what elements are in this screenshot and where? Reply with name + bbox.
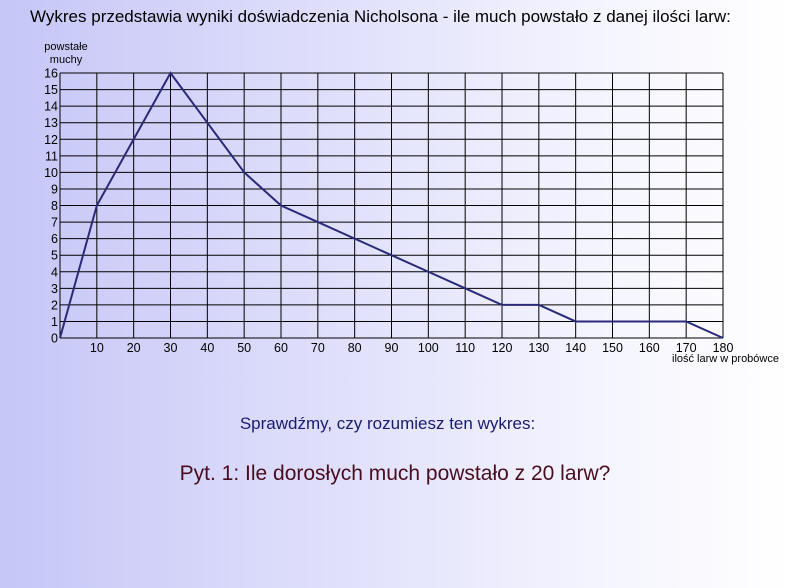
question-text: Pyt. 1: Ile dorosłych much powstało z 20… <box>179 462 611 485</box>
y-tick-label: 3 <box>51 282 58 296</box>
y-tick-label: 15 <box>44 83 58 97</box>
x-tick-label: 130 <box>528 341 549 355</box>
x-tick-label: 180 <box>713 341 734 355</box>
x-tick-label: 140 <box>565 341 586 355</box>
data-series <box>59 71 724 339</box>
x-tick-label: 110 <box>455 341 475 355</box>
x-tick-label: 70 <box>311 341 325 355</box>
x-tick-label: 120 <box>492 341 513 355</box>
y-tick-label: 8 <box>51 199 58 213</box>
x-tick-label: 100 <box>418 341 439 355</box>
x-tick-label: 30 <box>164 341 178 355</box>
y-tick-label: 9 <box>51 182 58 196</box>
y-tick-label: 5 <box>51 249 58 263</box>
x-tick-label: 60 <box>274 341 288 355</box>
y-axis-label: powstałe muchy <box>38 41 94 67</box>
x-tick-label: 170 <box>676 341 697 355</box>
y-tick-label: 0 <box>51 332 58 346</box>
horizontal-gridlines <box>60 72 723 339</box>
series-line <box>59 71 724 339</box>
y-tick-label: 4 <box>51 265 58 279</box>
x-tick-label: 50 <box>237 341 251 355</box>
y-axis-label-line1: powstałe <box>44 41 88 53</box>
y-tick-label: 13 <box>44 116 58 130</box>
y-tick-label: 2 <box>51 298 58 312</box>
y-tick-label: 7 <box>51 216 58 230</box>
x-tick-label: 80 <box>348 341 362 355</box>
y-tick-label: 1 <box>51 315 58 329</box>
x-tick-label: 40 <box>200 341 214 355</box>
x-tick-label: 150 <box>602 341 623 355</box>
x-tick-label: 20 <box>127 341 141 355</box>
y-tick-label: 14 <box>44 100 58 114</box>
y-tick-label: 6 <box>51 232 58 246</box>
y-axis-label-line2: muchy <box>49 54 83 66</box>
x-tick-label: 90 <box>385 341 399 355</box>
x-axis-label: ilość larw w probówce <box>672 353 779 365</box>
quiz-intro-text: Sprawdźmy, czy rozumiesz ten wykres: <box>239 414 536 433</box>
x-tick-label: 10 <box>90 341 104 355</box>
y-tick-label: 12 <box>44 133 58 147</box>
x-tick-labels: 10 20 30 40 50 60 70 80 90 100 110 120 130 140 150 160 1… <box>90 341 734 355</box>
y-tick-label: 16 <box>44 67 58 81</box>
page-title: Wykres przedstawia wyniki doświadczenia … <box>30 7 731 26</box>
x-tick-label: 160 <box>639 341 660 355</box>
y-tick-label: 10 <box>44 166 58 180</box>
y-tick-label: 11 <box>45 149 58 163</box>
